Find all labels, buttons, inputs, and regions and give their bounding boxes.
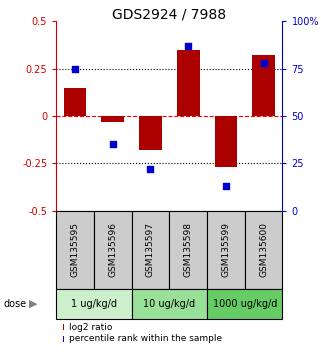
Bar [139, 116, 162, 150]
Text: GSM135595: GSM135595 [71, 222, 80, 277]
Bar [245, 211, 282, 289]
Text: log2 ratio: log2 ratio [69, 322, 112, 332]
Title: GDS2924 / 7988: GDS2924 / 7988 [112, 7, 226, 21]
Text: dose: dose [3, 298, 26, 309]
Bar [56, 211, 94, 289]
Bar [132, 289, 207, 319]
Bar [132, 211, 169, 289]
Text: GSM135600: GSM135600 [259, 222, 268, 277]
Bar [169, 211, 207, 289]
Bar [64, 87, 86, 116]
Text: GSM135597: GSM135597 [146, 222, 155, 277]
Bar [207, 289, 282, 319]
Bar [214, 116, 237, 167]
Point [148, 166, 153, 172]
Text: ▶: ▶ [29, 298, 37, 309]
Bar [252, 55, 275, 116]
Point [110, 142, 115, 147]
Point [261, 60, 266, 66]
Text: GSM135596: GSM135596 [108, 222, 117, 277]
Point [73, 66, 78, 72]
Bar [94, 211, 132, 289]
Bar [56, 289, 132, 319]
Text: 1 ug/kg/d: 1 ug/kg/d [71, 298, 117, 309]
Bar [177, 50, 199, 116]
Text: GSM135598: GSM135598 [184, 222, 193, 277]
Text: 10 ug/kg/d: 10 ug/kg/d [143, 298, 195, 309]
Point [223, 183, 229, 189]
Bar [101, 116, 124, 122]
Text: 1000 ug/kg/d: 1000 ug/kg/d [213, 298, 277, 309]
Text: percentile rank within the sample: percentile rank within the sample [69, 334, 222, 343]
Text: GSM135599: GSM135599 [221, 222, 230, 277]
Point [186, 43, 191, 49]
Bar [207, 211, 245, 289]
